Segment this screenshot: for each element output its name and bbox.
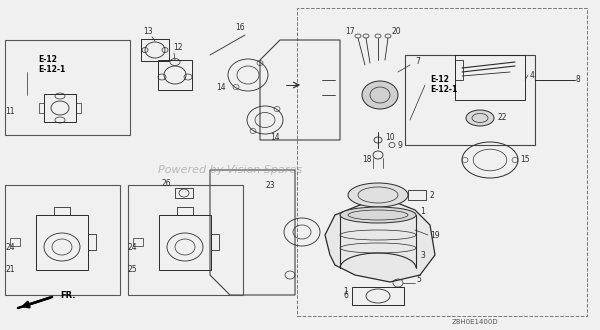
Text: 18: 18 — [362, 155, 371, 164]
Bar — [408, 190, 426, 200]
Text: 1: 1 — [343, 287, 348, 296]
Bar — [133, 238, 143, 246]
Bar — [352, 287, 404, 305]
Bar — [175, 188, 193, 198]
Text: 5: 5 — [416, 276, 421, 284]
Ellipse shape — [466, 110, 494, 126]
Text: 21: 21 — [5, 266, 14, 275]
Text: 19: 19 — [430, 230, 440, 240]
Bar — [177, 207, 193, 215]
Text: 1: 1 — [420, 208, 425, 216]
Text: 11: 11 — [5, 108, 14, 116]
Text: 8: 8 — [576, 76, 581, 84]
Text: 26: 26 — [162, 179, 172, 187]
Text: 4: 4 — [530, 71, 535, 80]
Bar — [158, 60, 192, 90]
Text: 13: 13 — [143, 27, 153, 37]
Text: 15: 15 — [520, 155, 530, 164]
Ellipse shape — [348, 183, 408, 207]
Bar — [10, 238, 20, 246]
Text: E-12: E-12 — [430, 76, 449, 84]
Text: 24: 24 — [5, 244, 14, 252]
Text: 25: 25 — [128, 266, 137, 275]
Text: 22: 22 — [498, 114, 508, 122]
Text: E-12-1: E-12-1 — [430, 85, 457, 94]
Text: 20: 20 — [392, 27, 401, 37]
Text: 14: 14 — [270, 134, 280, 143]
Bar — [141, 39, 169, 61]
Text: 23: 23 — [265, 181, 275, 189]
Bar — [36, 214, 88, 270]
Text: 17: 17 — [346, 27, 355, 37]
Bar — [159, 214, 211, 270]
Text: Powered by Vision Spares: Powered by Vision Spares — [158, 165, 302, 175]
Text: E-12: E-12 — [38, 55, 57, 64]
Polygon shape — [325, 200, 435, 282]
Text: Z8H0E1400D: Z8H0E1400D — [452, 319, 499, 325]
Bar — [88, 234, 96, 250]
Text: 7: 7 — [415, 57, 420, 67]
Text: FR.: FR. — [60, 290, 76, 300]
Text: E-12-1: E-12-1 — [38, 64, 65, 74]
Bar — [128, 185, 243, 295]
Text: 14: 14 — [216, 83, 226, 92]
Bar — [44, 94, 76, 122]
Text: 10: 10 — [385, 133, 395, 142]
Text: 16: 16 — [235, 23, 245, 32]
Bar — [297, 8, 587, 316]
Text: 24: 24 — [128, 244, 137, 252]
Text: 12: 12 — [173, 44, 183, 52]
Bar — [405, 55, 535, 145]
Bar — [5, 40, 130, 135]
Text: 6: 6 — [343, 291, 348, 301]
Ellipse shape — [340, 207, 416, 223]
Bar — [455, 55, 525, 100]
Bar — [211, 234, 219, 250]
Text: 3: 3 — [420, 250, 425, 259]
Bar — [76, 103, 81, 113]
Ellipse shape — [362, 81, 398, 109]
Text: 9: 9 — [397, 141, 402, 149]
Bar — [455, 60, 463, 80]
Text: 2: 2 — [430, 190, 435, 200]
Bar — [39, 103, 44, 113]
Bar — [54, 207, 70, 215]
Bar — [5, 185, 120, 295]
